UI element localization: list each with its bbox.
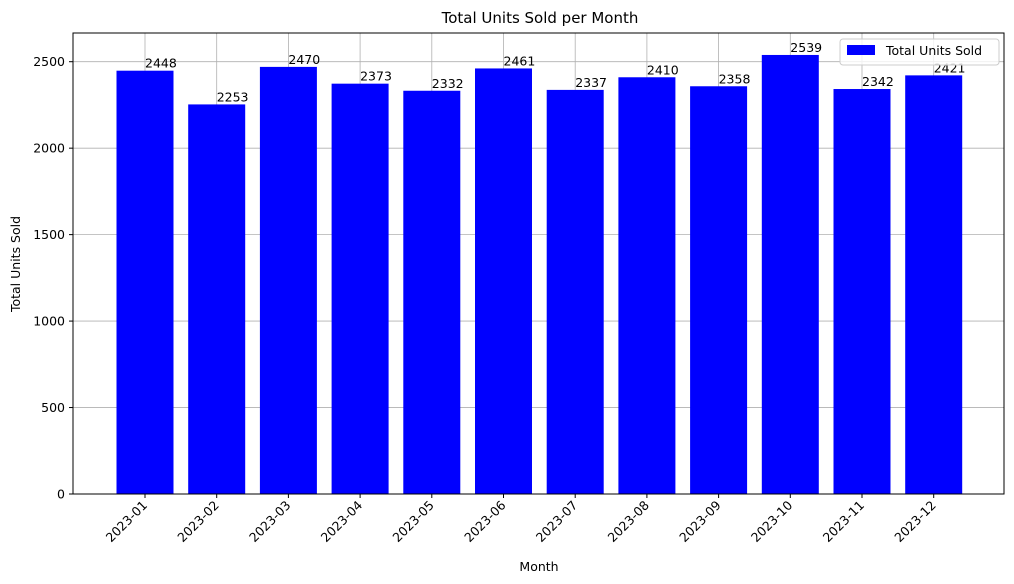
chart-title: Total Units Sold per Month — [441, 9, 639, 27]
bar-value-label: 2448 — [145, 56, 177, 71]
y-tick-label: 1500 — [33, 227, 65, 242]
y-tick-label: 0 — [57, 487, 65, 502]
legend: Total Units Sold — [839, 38, 1000, 66]
bar-value-label: 2373 — [360, 69, 392, 84]
bar-value-label: 2358 — [719, 71, 751, 86]
bar-2023-04 — [331, 83, 389, 494]
bar-value-label: 2539 — [790, 40, 822, 55]
y-axis-ticks: 0 500 1000 1500 2000 2500 — [33, 54, 73, 502]
bar-2023-11 — [833, 89, 891, 494]
y-tick-label: 1000 — [33, 314, 65, 329]
legend-box — [839, 38, 1000, 66]
y-tick-label: 2000 — [33, 141, 65, 156]
bar-value-label: 2253 — [217, 89, 249, 104]
y-tick-label: 2500 — [33, 54, 65, 69]
value-labels: 2448 2253 2470 2373 2332 2461 2337 2410 2358 2539… — [145, 40, 966, 104]
bar-value-label: 2332 — [432, 76, 464, 91]
bar-2023-06 — [475, 68, 532, 494]
bar-2023-03 — [259, 66, 317, 495]
y-tick-label: 500 — [41, 400, 65, 415]
bar-2023-09 — [690, 86, 748, 494]
bar-value-label: 2410 — [647, 62, 679, 77]
x-axis-label: Month — [519, 559, 558, 574]
y-axis-label: Total Units Sold — [8, 216, 23, 313]
bar-2023-12 — [905, 75, 963, 495]
bar-2023-05 — [403, 90, 461, 494]
bar-value-label: 2337 — [575, 75, 607, 90]
legend-label: Total Units Sold — [885, 43, 982, 58]
bar-2023-10 — [761, 54, 819, 495]
legend-swatch — [847, 45, 875, 55]
bar-2023-07 — [546, 89, 604, 494]
bars — [116, 54, 963, 495]
bar-2023-01 — [116, 70, 174, 495]
bar-value-label: 2470 — [288, 52, 320, 67]
bar-2023-02 — [188, 104, 246, 495]
bar-value-label: 2461 — [504, 53, 536, 68]
bar-value-label: 2342 — [862, 74, 894, 89]
bar-2023-08 — [618, 77, 676, 495]
plot-frame — [72, 32, 1005, 495]
